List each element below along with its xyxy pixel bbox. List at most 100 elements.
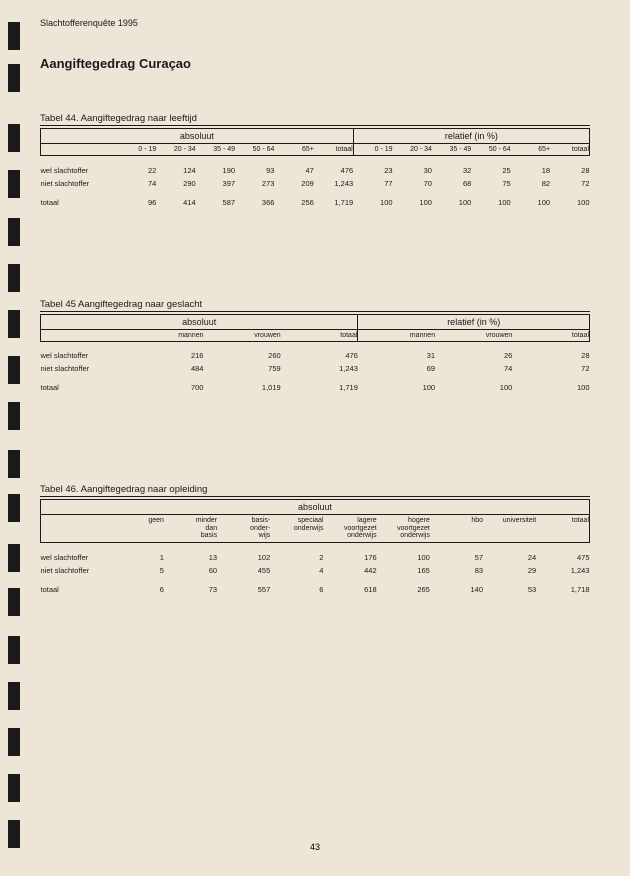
table-45-col-2: totaal xyxy=(281,329,358,341)
table-44-col-3: 50 - 64 xyxy=(235,144,274,156)
cell: 18 xyxy=(511,164,550,177)
cell: 442 xyxy=(323,564,376,577)
cell: 700 xyxy=(126,381,203,394)
table-row: totaal6735576618265140531,718 xyxy=(41,583,590,596)
table-45-col-4: vrouwen xyxy=(435,329,512,341)
cell: 476 xyxy=(314,164,353,177)
table-46-abs-header: absoluut xyxy=(298,502,332,512)
table-45-col-0: mannen xyxy=(126,329,203,341)
cell: 25 xyxy=(471,164,510,177)
cell: 30 xyxy=(393,164,432,177)
row-label: wel slachtoffer xyxy=(41,349,127,362)
cell: 100 xyxy=(471,196,510,209)
table-46-caption: Tabel 46. Aangiftegedrag naar opleiding xyxy=(40,484,590,497)
cell: 366 xyxy=(235,196,274,209)
cell: 32 xyxy=(432,164,471,177)
table-row: niet slachtoffer4847591,243697472 xyxy=(41,362,590,375)
cell: 100 xyxy=(353,196,392,209)
cell: 4 xyxy=(270,564,323,577)
table-45-rel-header: relatief (in %) xyxy=(447,317,500,327)
cell: 73 xyxy=(164,583,217,596)
cell: 100 xyxy=(435,381,512,394)
page-number: 43 xyxy=(0,842,630,852)
cell: 72 xyxy=(550,177,589,190)
table-44-abs-header: absoluut xyxy=(180,131,214,141)
cell: 1,719 xyxy=(314,196,353,209)
cell: 100 xyxy=(358,381,435,394)
table-46-col-6: hbo xyxy=(430,515,483,543)
cell: 209 xyxy=(274,177,313,190)
row-label: totaal xyxy=(41,196,117,209)
cell: 618 xyxy=(323,583,376,596)
cell: 26 xyxy=(435,349,512,362)
table-44-col-7: 20 - 34 xyxy=(393,144,432,156)
cell: 100 xyxy=(377,551,430,564)
table-44-col-9: 50 - 64 xyxy=(471,144,510,156)
table-45-abs-header: absoluut xyxy=(182,317,216,327)
cell: 1,019 xyxy=(203,381,280,394)
cell: 397 xyxy=(196,177,235,190)
row-label: wel slachtoffer xyxy=(41,551,111,564)
table-44-col-2: 35 - 49 xyxy=(196,144,235,156)
cell: 77 xyxy=(353,177,392,190)
cell: 1,243 xyxy=(536,564,589,577)
cell: 100 xyxy=(511,196,550,209)
table-45-col-5: totaal xyxy=(512,329,589,341)
table-46-col-5: hogerevoortgezetonderwijs xyxy=(377,515,430,543)
cell: 140 xyxy=(430,583,483,596)
table-44-col-5: totaal xyxy=(314,144,353,156)
cell: 74 xyxy=(435,362,512,375)
cell: 60 xyxy=(164,564,217,577)
cell: 100 xyxy=(550,196,589,209)
table-45-col-3: mannen xyxy=(358,329,435,341)
cell: 57 xyxy=(430,551,483,564)
table-44-caption: Tabel 44. Aangiftegedrag naar leeftijd xyxy=(40,113,590,126)
cell: 5 xyxy=(111,564,164,577)
cell: 68 xyxy=(432,177,471,190)
cell: 587 xyxy=(196,196,235,209)
cell: 190 xyxy=(196,164,235,177)
table-row: niet slachtoffer560455444216583291,243 xyxy=(41,564,590,577)
cell: 1 xyxy=(111,551,164,564)
row-label: totaal xyxy=(41,583,111,596)
cell: 93 xyxy=(235,164,274,177)
cell: 102 xyxy=(217,551,270,564)
table-row: wel slachtoffer216260476312628 xyxy=(41,349,590,362)
table-45-col-1: vrouwen xyxy=(203,329,280,341)
table-45-container: Tabel 45 Aangiftegedrag naar geslacht ab… xyxy=(40,299,590,395)
cell: 31 xyxy=(358,349,435,362)
table-44-col-11: totaal xyxy=(550,144,589,156)
row-label: niet slachtoffer xyxy=(41,564,111,577)
table-44-col-6: 0 - 19 xyxy=(353,144,392,156)
cell: 75 xyxy=(471,177,510,190)
cell: 260 xyxy=(203,349,280,362)
table-46-col-7: universiteit xyxy=(483,515,536,543)
cell: 216 xyxy=(126,349,203,362)
cell: 82 xyxy=(511,177,550,190)
table-44-container: Tabel 44. Aangiftegedrag naar leeftijd a… xyxy=(40,113,590,209)
row-label: totaal xyxy=(41,381,127,394)
table-46-col-0: geen xyxy=(111,515,164,543)
cell: 24 xyxy=(483,551,536,564)
row-label: wel slachtoffer xyxy=(41,164,117,177)
cell: 2 xyxy=(270,551,323,564)
cell: 414 xyxy=(156,196,195,209)
cell: 28 xyxy=(512,349,589,362)
cell: 1,243 xyxy=(281,362,358,375)
table-row: wel slachtoffer2212419093474762330322518… xyxy=(41,164,590,177)
cell: 124 xyxy=(156,164,195,177)
table-45: absoluut relatief (in %) mannen vrouwen … xyxy=(40,314,590,395)
table-row: totaal964145873662561,719100100100100100… xyxy=(41,196,590,209)
table-row: niet slachtoffer742903972732091,24377706… xyxy=(41,177,590,190)
cell: 100 xyxy=(432,196,471,209)
cell: 6 xyxy=(111,583,164,596)
row-label: niet slachtoffer xyxy=(41,362,127,375)
table-46-col-1: minderdanbasis xyxy=(164,515,217,543)
cell: 72 xyxy=(512,362,589,375)
cell: 476 xyxy=(281,349,358,362)
cell: 290 xyxy=(156,177,195,190)
table-46-col-2: basis-onder-wijs xyxy=(217,515,270,543)
cell: 96 xyxy=(117,196,156,209)
binding-marks xyxy=(4,0,26,876)
cell: 273 xyxy=(235,177,274,190)
